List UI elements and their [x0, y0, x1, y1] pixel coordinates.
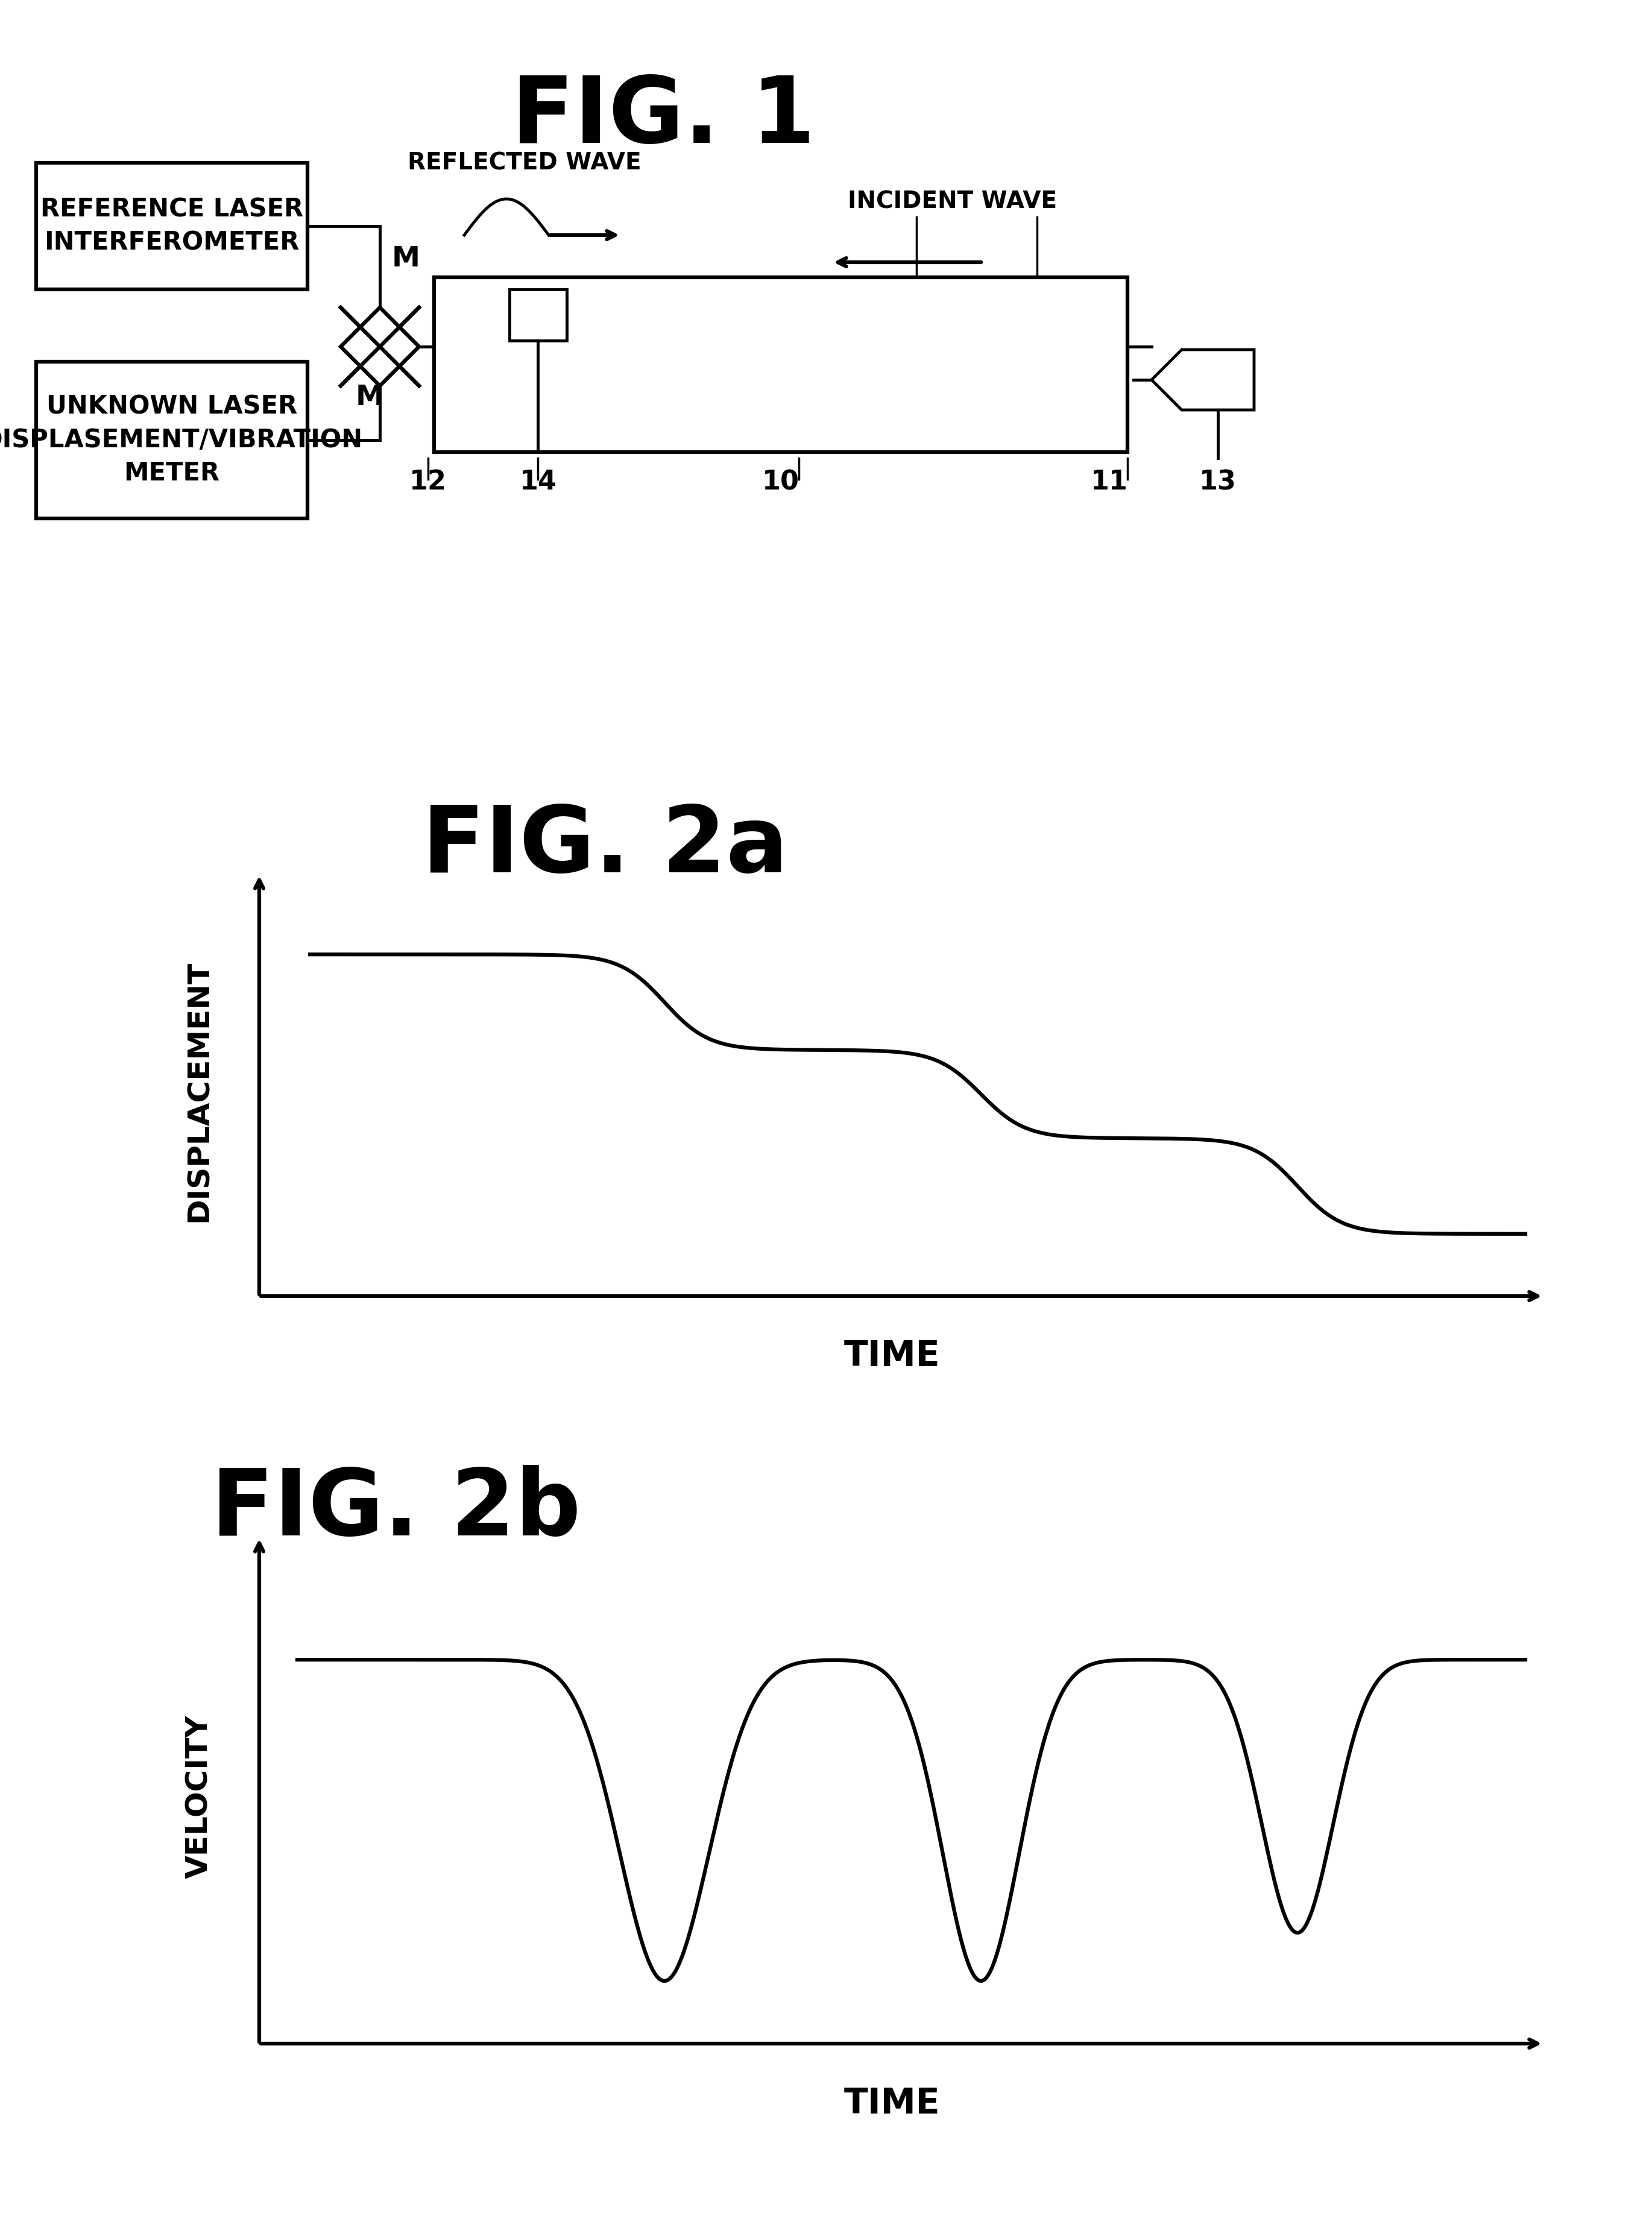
Text: DISPLACEMENT: DISPLACEMENT: [185, 960, 213, 1222]
Text: 13: 13: [1199, 469, 1237, 496]
Bar: [36, 361, 307, 518]
Text: 12: 12: [410, 469, 446, 496]
Text: M: M: [355, 385, 383, 412]
Text: VELOCITY: VELOCITY: [185, 1715, 213, 1879]
Polygon shape: [340, 308, 420, 385]
Bar: [36, 164, 307, 290]
Text: TIME: TIME: [844, 1339, 940, 1374]
Text: INCIDENT WAVE: INCIDENT WAVE: [847, 190, 1057, 212]
Text: 10: 10: [762, 469, 800, 496]
Text: REFLECTED WAVE: REFLECTED WAVE: [408, 150, 641, 175]
Text: TIME: TIME: [844, 2087, 940, 2120]
Text: M: M: [392, 246, 420, 272]
Text: FIG. 1: FIG. 1: [510, 73, 814, 162]
Text: 11: 11: [1090, 469, 1128, 496]
Text: UNKNOWN LASER
DISPLASEMENT/VIBRATION
METER: UNKNOWN LASER DISPLASEMENT/VIBRATION MET…: [0, 394, 362, 487]
Text: FIG. 2a: FIG. 2a: [421, 801, 788, 892]
Text: FIG. 2b: FIG. 2b: [211, 1465, 582, 1556]
Bar: [509, 290, 567, 341]
Polygon shape: [1151, 350, 1254, 409]
Text: 14: 14: [519, 469, 557, 496]
Bar: [434, 277, 1127, 451]
Text: REFERENCE LASER
INTERFEROMETER: REFERENCE LASER INTERFEROMETER: [40, 197, 304, 254]
